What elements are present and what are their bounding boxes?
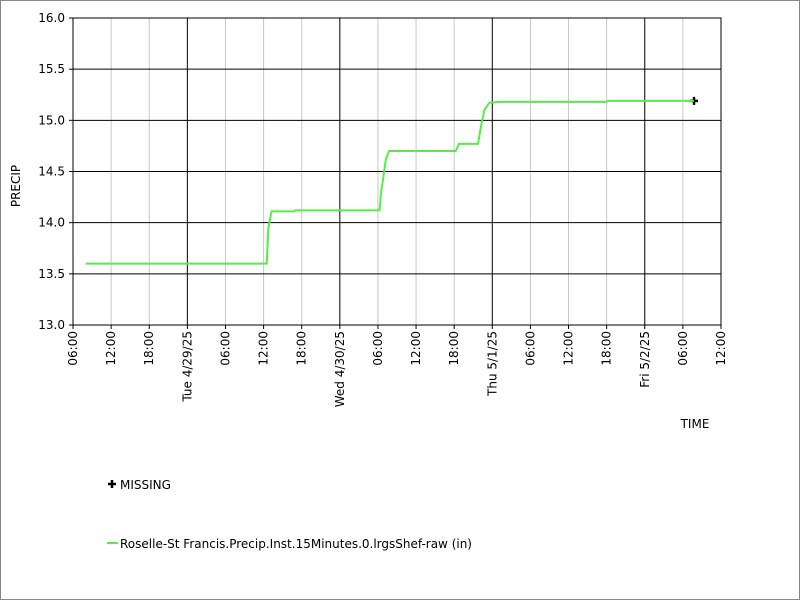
y-tick-label: 14.0 xyxy=(38,216,65,230)
x-tick-label: 06:00 xyxy=(218,331,232,366)
x-tick-label: 18:00 xyxy=(295,331,309,366)
x-tick-label: 12:00 xyxy=(104,331,118,366)
x-tick-label: 18:00 xyxy=(447,331,461,366)
x-tick-label: 12:00 xyxy=(257,331,271,366)
y-tick-label: 13.0 xyxy=(38,318,65,332)
y-tick-label: 15.5 xyxy=(38,62,65,76)
y-tick-label: 14.5 xyxy=(38,165,65,179)
x-axis-label: TIME xyxy=(680,417,710,431)
x-tick-label: Wed 4/30/25 xyxy=(333,331,347,407)
x-tick-label: 12:00 xyxy=(409,331,423,366)
x-tick-label: 12:00 xyxy=(562,331,576,366)
x-tick-label: Tue 4/29/25 xyxy=(180,331,194,403)
x-tick-label: 06:00 xyxy=(371,331,385,366)
legend-marker xyxy=(108,480,116,488)
x-tick-label: 06:00 xyxy=(523,331,537,366)
y-tick-label: 16.0 xyxy=(38,11,65,25)
data-line xyxy=(85,99,694,265)
x-tick-label: 18:00 xyxy=(600,331,614,366)
y-tick-label: 13.5 xyxy=(38,267,65,281)
x-tick-label: 12:00 xyxy=(714,331,728,366)
legend-label: MISSING xyxy=(120,478,171,492)
x-tick-label: Fri 5/2/25 xyxy=(638,331,652,388)
x-tick-label: 06:00 xyxy=(676,331,690,366)
y-tick-label: 15.0 xyxy=(38,113,65,127)
x-tick-label: 18:00 xyxy=(142,331,156,366)
plot-border xyxy=(72,17,722,326)
x-tick-label: Thu 5/1/25 xyxy=(485,331,499,397)
legend-label: Roselle-St Francis.Precip.Inst.15Minutes… xyxy=(120,537,472,551)
x-tick-label: 06:00 xyxy=(66,331,80,366)
y-axis-label: PRECIP xyxy=(9,165,23,207)
